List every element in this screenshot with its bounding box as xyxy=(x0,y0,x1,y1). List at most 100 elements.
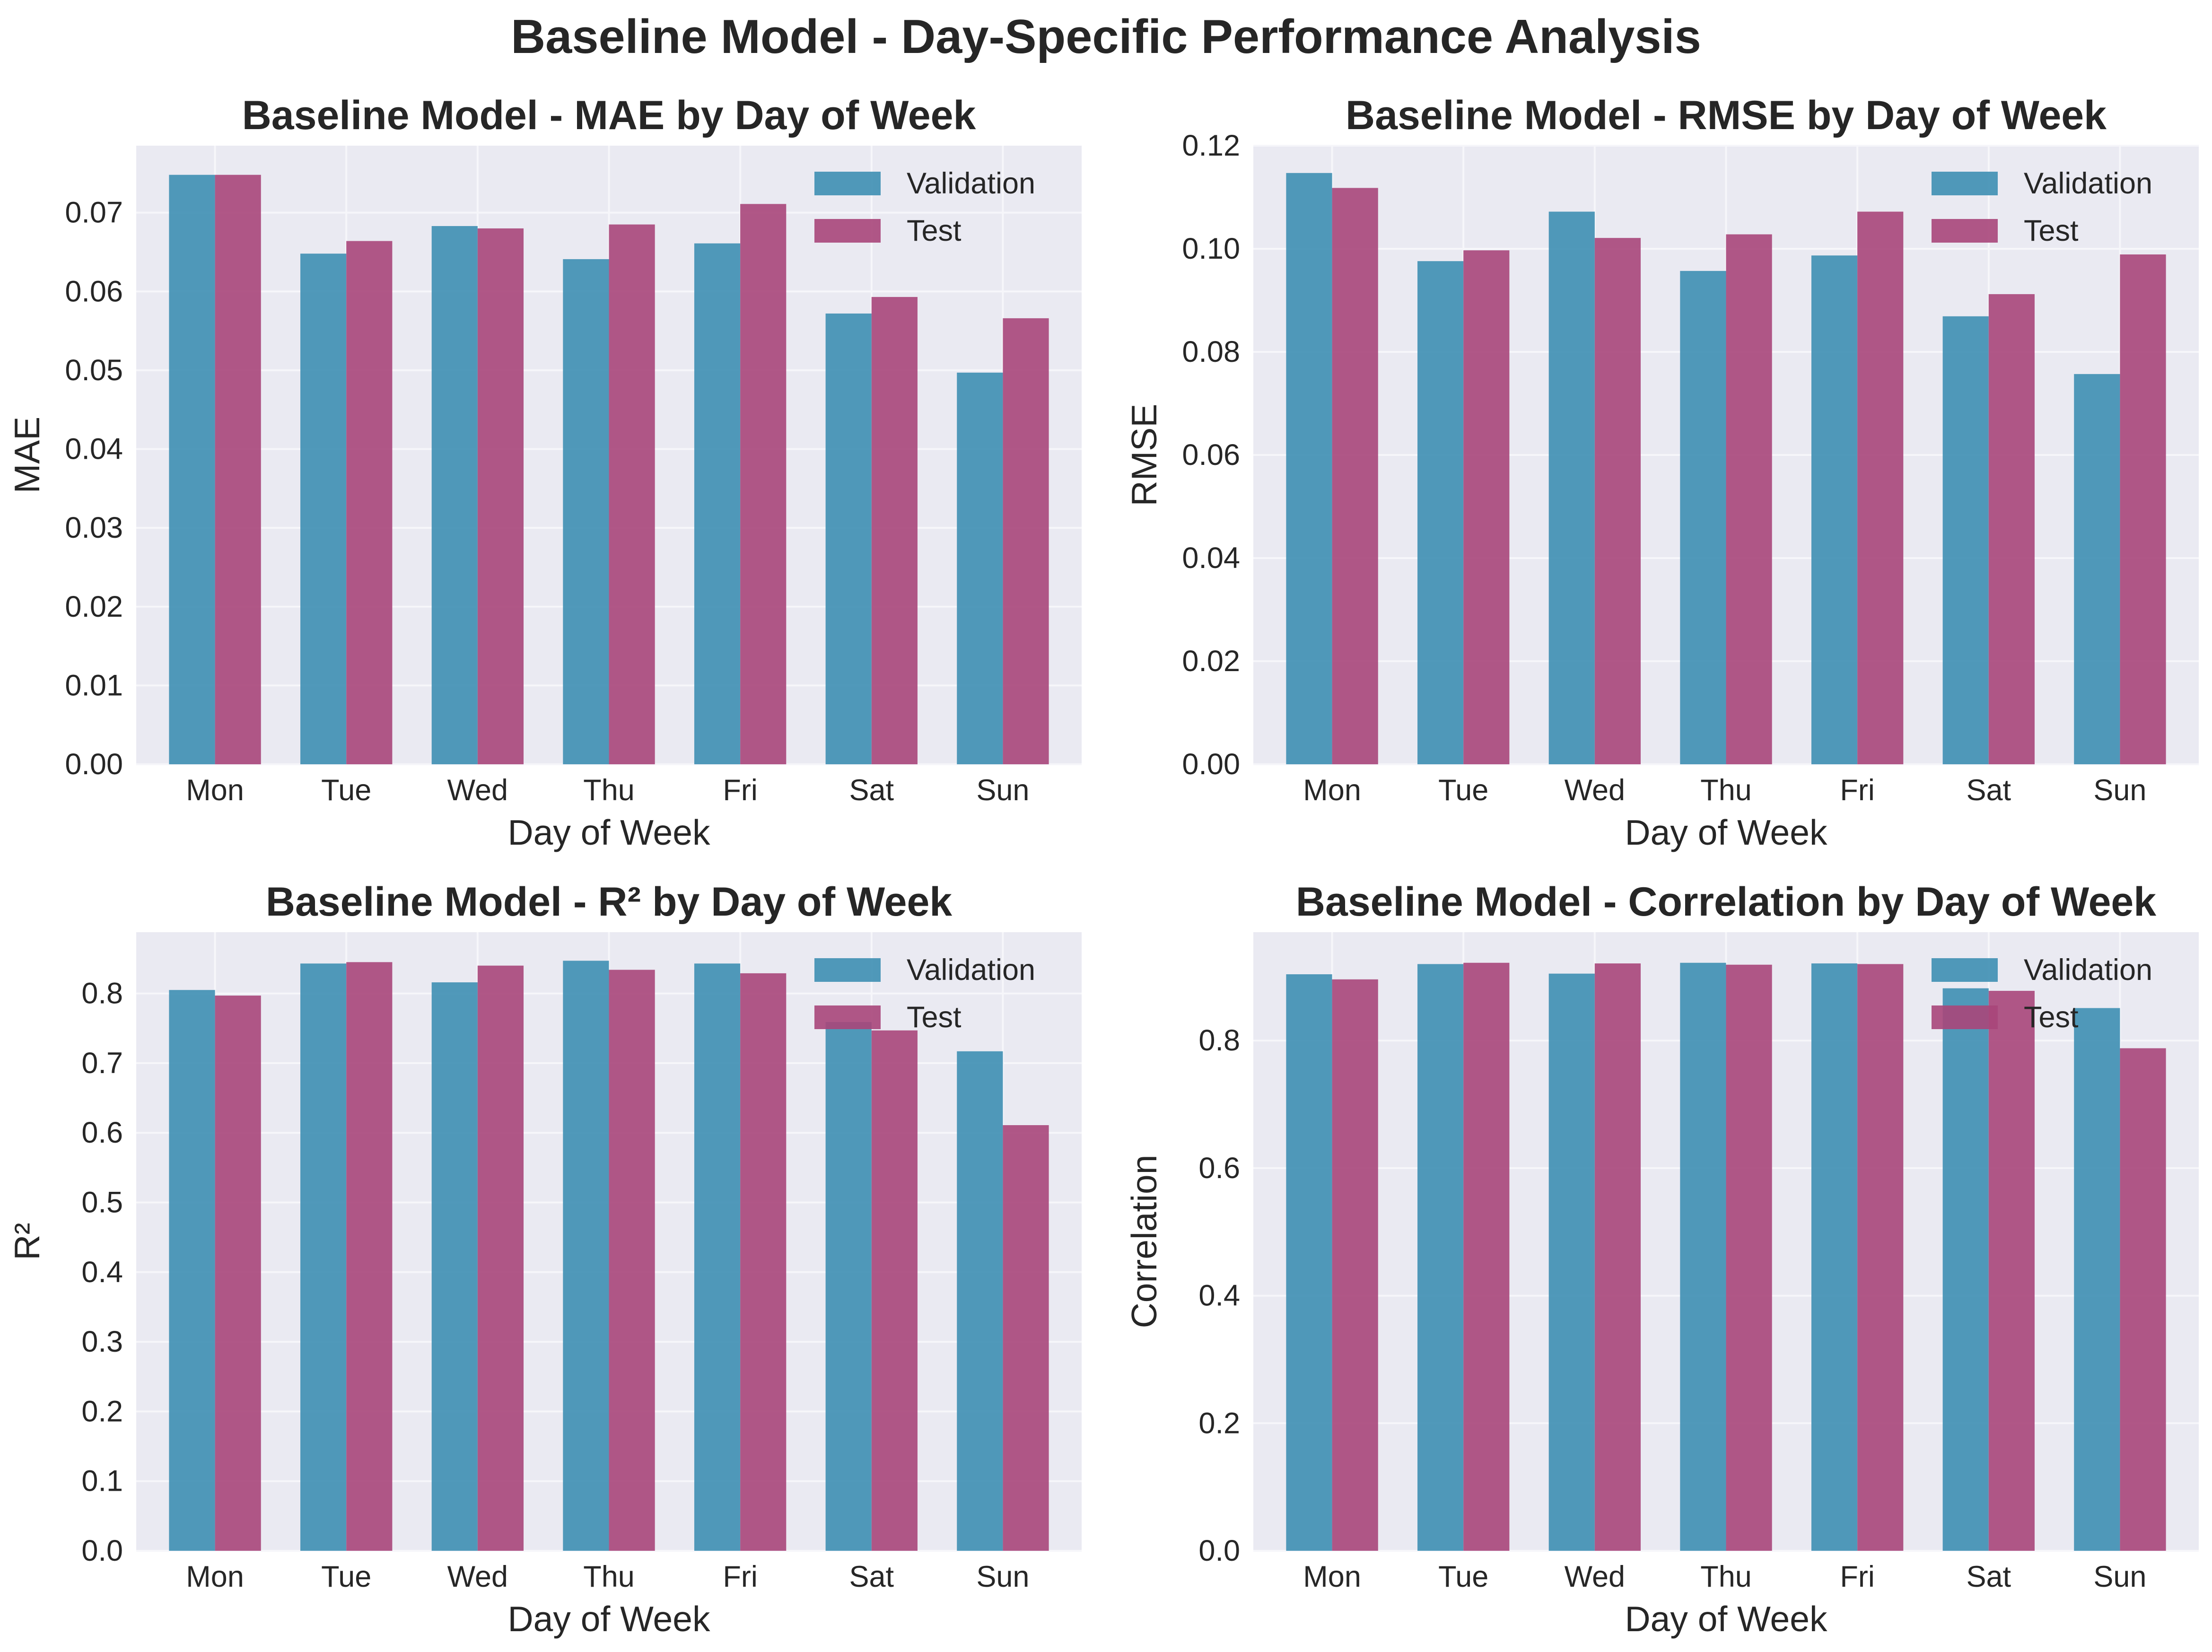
panel-mae: 0.00 0.01 0.02 0.03 0.04 0.05 0.06 0.07 Mon Tue We… xyxy=(7,93,1082,852)
x-tick-label: Sun xyxy=(2093,1560,2146,1593)
panel-rmse: 0.00 0.02 0.04 0.06 0.08 0.10 0.12 Mon Tue Wed Thu… xyxy=(1124,93,2199,852)
x-tick-label: Tue xyxy=(1438,1560,1488,1593)
x-tick-label: Mon xyxy=(1303,774,1361,807)
x-tick-label: Fri xyxy=(723,774,757,807)
y-tick-label: 0.12 xyxy=(1182,129,1240,162)
y-tick-label: 0.07 xyxy=(65,196,123,229)
panel-correlation: 0.0 0.2 0.4 0.6 0.8 Mon Tue Wed Thu Fri Sat Sun Base… xyxy=(1124,879,2199,1639)
y-tick-label: 0.08 xyxy=(1182,335,1240,368)
x-tick-label: Thu xyxy=(1700,774,1752,807)
x-tick-label: Mon xyxy=(1303,1560,1361,1593)
y-tick-label: 0.8 xyxy=(81,977,123,1010)
x-tick-label: Fri xyxy=(1840,774,1874,807)
bar-validation-wed xyxy=(431,226,478,765)
bar-validation-mon xyxy=(169,175,215,764)
bar-test-thu xyxy=(609,224,655,764)
figure-title: Baseline Model - Day-Specific Performanc… xyxy=(511,10,1701,63)
bar-test-thu xyxy=(1726,964,1772,1551)
bar-validation-fri xyxy=(694,243,741,764)
y-tick-label: 0.04 xyxy=(65,433,123,466)
legend-label: Test xyxy=(2024,214,2079,247)
x-tick-label: Tue xyxy=(321,774,371,807)
bar-test-tue xyxy=(1463,962,1510,1551)
x-tick-label: Fri xyxy=(1840,1560,1874,1593)
y-tick-label: 0.2 xyxy=(1198,1407,1240,1440)
legend-label: Test xyxy=(2024,1001,2079,1034)
bar-test-mon xyxy=(215,996,261,1551)
x-tick-label: Wed xyxy=(1565,1560,1625,1593)
bar-test-wed xyxy=(1594,963,1641,1551)
x-tick-label: Sat xyxy=(849,1560,894,1593)
x-tick-label: Thu xyxy=(1700,1560,1752,1593)
x-tick-label: Wed xyxy=(447,1560,508,1593)
y-tick-label: 0.02 xyxy=(1182,645,1240,678)
legend-label: Validation xyxy=(2024,953,2152,987)
bar-validation-thu xyxy=(563,259,609,764)
panel-title: Baseline Model - R² by Day of Week xyxy=(266,879,952,925)
y-tick-label: 0.05 xyxy=(65,354,123,387)
bar-validation-mon xyxy=(1286,173,1332,764)
y-tick-label: 0.00 xyxy=(1182,748,1240,781)
legend-swatch-test xyxy=(1932,219,1998,243)
bar-validation-tue xyxy=(300,963,347,1551)
panel-title: Baseline Model - Correlation by Day of W… xyxy=(1296,879,2156,925)
legend-swatch-validation xyxy=(814,958,881,982)
bar-test-thu xyxy=(1726,234,1772,765)
x-tick-label: Sat xyxy=(849,774,894,807)
bar-validation-wed xyxy=(1548,973,1595,1551)
x-tick-label: Wed xyxy=(447,774,508,807)
x-tick-label: Sun xyxy=(976,774,1029,807)
x-tick-label: Sun xyxy=(2093,774,2146,807)
y-tick-label: 0.2 xyxy=(81,1395,123,1428)
bar-validation-fri xyxy=(1811,963,1858,1551)
bar-validation-sun xyxy=(957,372,1003,764)
bar-validation-sun xyxy=(957,1051,1003,1551)
x-tick-label: Thu xyxy=(583,774,635,807)
bar-test-fri xyxy=(1857,211,1904,764)
y-tick-label: 0.6 xyxy=(81,1116,123,1149)
y-tick-label: 0.0 xyxy=(1198,1534,1240,1567)
bar-validation-fri xyxy=(694,963,741,1551)
x-tick-label: Sun xyxy=(976,1560,1029,1593)
x-axis-label: Day of Week xyxy=(1625,813,1827,852)
legend-label: Validation xyxy=(907,953,1035,987)
bar-validation-sat xyxy=(1942,316,1989,764)
legend-swatch-validation xyxy=(814,172,881,195)
y-tick-label: 0.10 xyxy=(1182,232,1240,265)
bar-test-sat xyxy=(871,1030,918,1551)
y-axis-label: R² xyxy=(7,1223,47,1260)
y-tick-label: 0.06 xyxy=(65,275,123,308)
legend-label: Test xyxy=(907,214,962,247)
y-axis-label: RMSE xyxy=(1124,404,1164,507)
x-axis-label: Day of Week xyxy=(508,813,710,852)
panel-r2: 0.0 0.1 0.2 0.3 0.4 0.5 0.6 0.7 0.8 Mon Tue Wed Thu F… xyxy=(7,879,1082,1639)
bar-validation-thu xyxy=(1680,962,1726,1551)
x-tick-label: Tue xyxy=(1438,774,1488,807)
bar-test-mon xyxy=(215,175,261,764)
bar-validation-thu xyxy=(563,961,609,1551)
bar-test-sat xyxy=(1988,991,2035,1551)
bar-validation-thu xyxy=(1680,271,1726,764)
y-tick-label: 0.4 xyxy=(1198,1279,1240,1312)
bar-validation-sat xyxy=(825,1022,872,1551)
bar-validation-fri xyxy=(1811,255,1858,765)
y-tick-label: 0.02 xyxy=(65,590,123,623)
bar-validation-mon xyxy=(1286,974,1332,1551)
bar-validation-tue xyxy=(300,253,347,764)
legend-label: Test xyxy=(907,1001,962,1034)
y-tick-label: 0.6 xyxy=(1198,1152,1240,1185)
bar-test-fri xyxy=(1857,964,1904,1551)
y-axis-label: Correlation xyxy=(1124,1155,1164,1329)
legend-label: Validation xyxy=(907,167,1035,200)
y-tick-label: 0.5 xyxy=(81,1186,123,1219)
bar-test-fri xyxy=(740,973,787,1551)
bar-test-tue xyxy=(346,241,393,765)
x-tick-label: Fri xyxy=(723,1560,757,1593)
y-tick-label: 0.04 xyxy=(1182,542,1240,575)
y-tick-label: 0.7 xyxy=(81,1047,123,1080)
bar-test-fri xyxy=(740,204,787,765)
y-tick-label: 0.1 xyxy=(81,1465,123,1498)
legend-swatch-validation xyxy=(1932,958,1998,982)
bar-test-sun xyxy=(2120,1048,2166,1551)
x-tick-label: Tue xyxy=(321,1560,371,1593)
